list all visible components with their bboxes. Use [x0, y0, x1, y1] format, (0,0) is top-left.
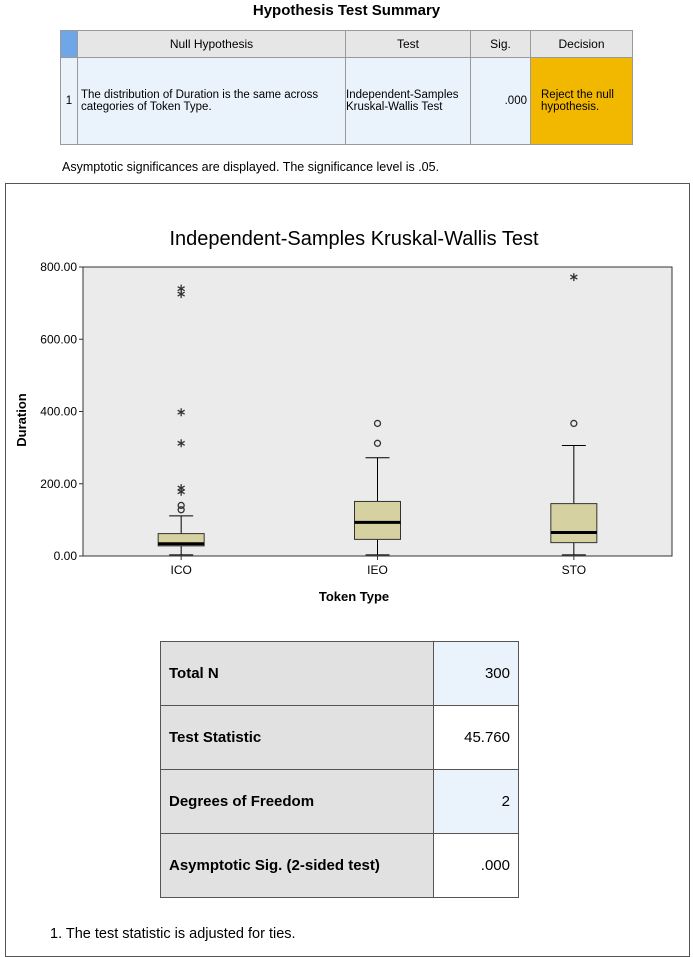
stats-row: Asymptotic Sig. (2-sided test) .000: [160, 833, 519, 898]
stats-row: Total N 300: [160, 641, 519, 706]
x-axis-label: Token Type: [319, 589, 389, 604]
header: Decision: [530, 30, 633, 58]
outlier: [373, 419, 382, 428]
y-tick-label: 800.00: [40, 260, 77, 274]
chart: Independent-Samples Kruskal-Wallis Test …: [14, 228, 673, 604]
corner-cell: [60, 30, 78, 58]
sig: .000: [470, 57, 531, 145]
stats-row: Degrees of Freedom 2: [160, 769, 519, 834]
x-tick-label: STO: [562, 563, 586, 577]
hypothesis: The distribution of Duration is the same…: [77, 57, 346, 145]
footnote: 1. The test statistic is adjusted for ti…: [50, 926, 296, 942]
extreme: [177, 290, 185, 299]
outlier: [373, 439, 382, 447]
extreme: [177, 408, 185, 417]
stats-table: Total N 300 Test Statistic 45.760 Degrees of…: [160, 641, 519, 898]
y-tick-label: 0.00: [54, 549, 78, 563]
x-tick-label: IEO: [367, 563, 388, 577]
decision: Reject the null hypothesis.: [530, 57, 633, 145]
stat-value: 45.760: [433, 705, 519, 770]
chart-title: Independent-Samples Kruskal-Wallis Test: [169, 228, 539, 250]
test: Independent-Samples Kruskal-Wallis Test: [345, 57, 471, 145]
header: Sig.: [470, 30, 531, 58]
header: Test: [345, 30, 471, 58]
x-tick-label: ICO: [170, 563, 191, 577]
outlier: [570, 419, 578, 428]
extreme: [177, 439, 185, 448]
stat-label: Total N: [160, 641, 434, 706]
outlier: [177, 501, 185, 510]
stat-value: .000: [433, 833, 519, 898]
box: [354, 500, 401, 540]
outlier: [177, 506, 185, 514]
note: Asymptotic significances are displayed. …: [62, 160, 440, 174]
extreme: [177, 487, 185, 496]
y-tick-label: 400.00: [40, 405, 77, 419]
y-tick-label: 600.00: [40, 332, 77, 346]
header: Null Hypothesis: [77, 30, 346, 58]
extreme: [570, 273, 578, 282]
summary-table: Null Hypothesis Test Sig. Decision 1 The…: [60, 30, 633, 145]
stat-label: Degrees of Freedom: [160, 769, 434, 834]
stat-label: Asymptotic Sig. (2-sided test): [160, 833, 434, 898]
row-number: 1: [60, 57, 78, 145]
stat-value: 300: [433, 641, 519, 706]
y-axis-label: Duration: [14, 393, 29, 447]
y-tick-label: 200.00: [40, 477, 77, 491]
box: [550, 503, 598, 544]
stats-row: Test Statistic 45.760: [160, 705, 519, 770]
stat-value: 2: [433, 769, 519, 834]
stat-label: Test Statistic: [160, 705, 434, 770]
summary-title: Hypothesis Test Summary: [252, 2, 441, 19]
